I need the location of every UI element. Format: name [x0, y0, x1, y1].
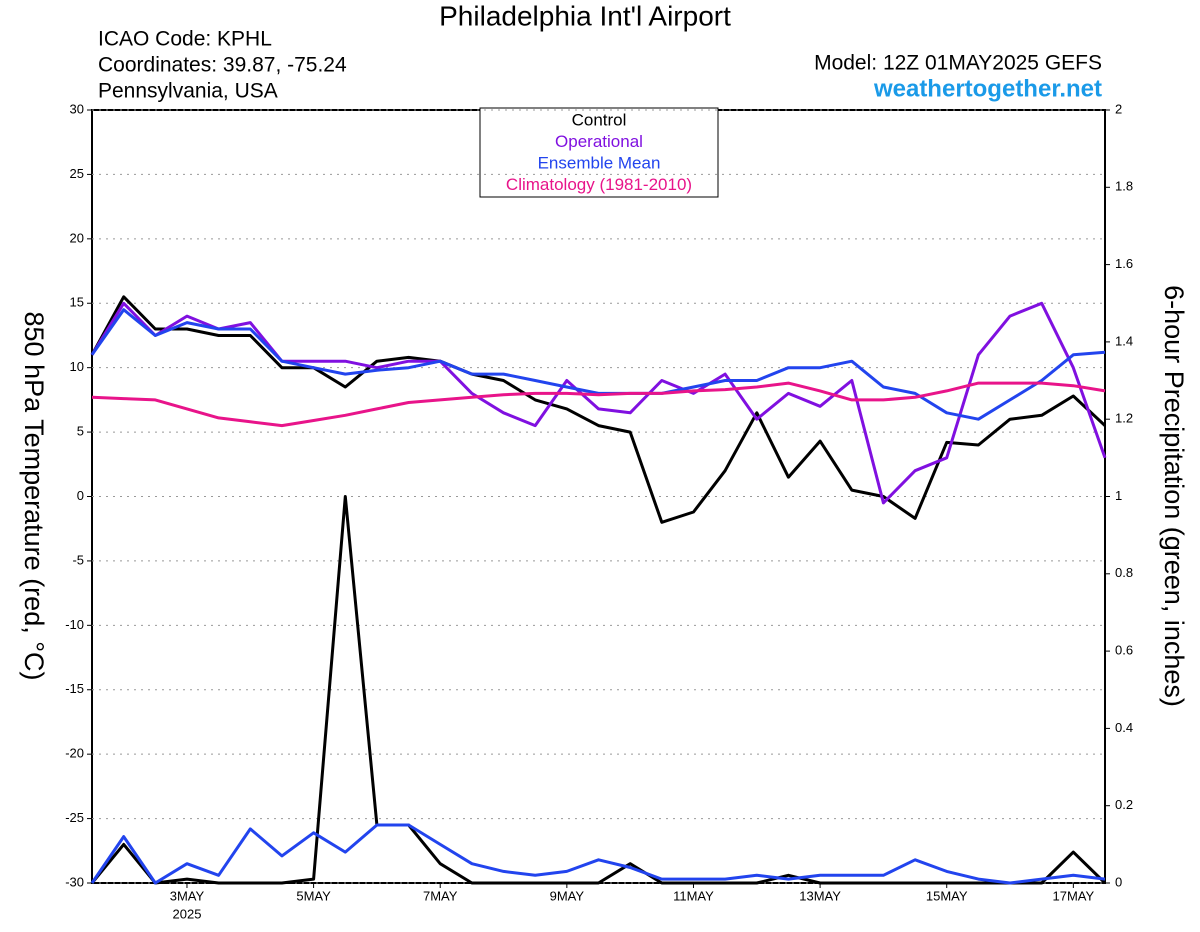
- info-line: ICAO Code: KPHL: [98, 28, 272, 51]
- y2-tick-label: 0.6: [1115, 643, 1133, 658]
- y2-tick-label: 0: [1115, 874, 1122, 889]
- y2-tick-label: 1.4: [1115, 333, 1133, 348]
- y2-tick-label: 1: [1115, 488, 1122, 503]
- model-label: Model: 12Z 01MAY2025 GEFS: [814, 52, 1102, 75]
- y2-tick-label: 0.2: [1115, 797, 1133, 812]
- series-line: [90, 295, 1107, 524]
- legend-entry: Operational: [555, 132, 643, 151]
- x-year-label: 2025: [173, 906, 202, 921]
- x-tick-label: 13MAY: [799, 888, 841, 903]
- info-line: Coordinates: 39.87, -75.24: [98, 54, 347, 77]
- series-line: [90, 308, 1106, 421]
- y-tick-label: 10: [70, 359, 84, 374]
- x-tick-label: 5MAY: [296, 888, 331, 903]
- series-line: [91, 381, 1106, 428]
- y-tick-label: -25: [65, 810, 84, 825]
- y2-axis-label: 6-hour Precipitation (green, inches): [1159, 285, 1189, 707]
- y-tick-label: 25: [70, 166, 84, 181]
- y2-tick-label: 0.4: [1115, 720, 1133, 735]
- y2-tick-label: 1.6: [1115, 256, 1133, 271]
- chart-title: Philadelphia Int'l Airport: [439, 0, 731, 31]
- y-tick-label: 15: [70, 295, 84, 310]
- site-label: weathertogether.net: [873, 75, 1102, 102]
- y-tick-label: 20: [70, 230, 84, 245]
- y2-tick-label: 1.2: [1115, 411, 1133, 426]
- y-tick-label: -5: [72, 552, 84, 567]
- x-tick-label: 11MAY: [673, 888, 714, 903]
- legend-box: [479, 107, 719, 198]
- x-tick-label: 17MAY: [1053, 888, 1095, 903]
- y-tick-label: 0: [77, 488, 84, 503]
- series-line: [90, 495, 1107, 885]
- y-tick-label: -10: [65, 617, 84, 632]
- info-line: Pennsylvania, USA: [98, 80, 278, 103]
- y-tick-label: -20: [65, 746, 84, 761]
- y-tick-label: 30: [70, 101, 84, 116]
- y2-tick-label: 2: [1115, 101, 1122, 116]
- y2-tick-label: 1.8: [1115, 179, 1133, 194]
- series-line: [90, 823, 1106, 885]
- y2-tick-label: 0.8: [1115, 565, 1133, 580]
- y-tick-label: -15: [65, 681, 84, 696]
- legend-entry: Climatology (1981-2010): [506, 175, 692, 194]
- x-tick-label: 15MAY: [926, 888, 968, 903]
- y-axis-label: 850 hPa Temperature (red, °C): [19, 312, 49, 681]
- series-line: [90, 301, 1107, 505]
- legend-entry: Ensemble Mean: [538, 153, 661, 172]
- x-tick-label: 7MAY: [423, 888, 458, 903]
- legend-entry: Control: [572, 110, 627, 129]
- x-tick-label: 9MAY: [550, 888, 585, 903]
- x-tick-label: 3MAY: [170, 888, 205, 903]
- y-tick-label: -30: [65, 874, 84, 889]
- y-tick-label: 5: [77, 424, 84, 439]
